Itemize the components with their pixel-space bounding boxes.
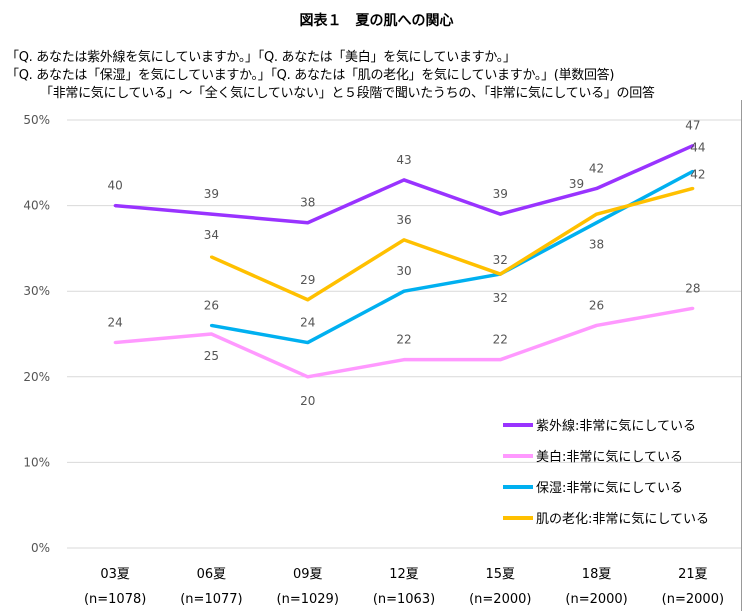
data-label: 44 [690, 140, 705, 154]
legend-label: 紫外線:非常に気にしている [536, 418, 696, 434]
y-tick-label: 30% [23, 284, 50, 298]
data-label: 36 [396, 213, 411, 227]
data-label: 20 [300, 394, 315, 408]
data-label: 42 [589, 161, 604, 175]
x-tick-label: 12夏 [389, 567, 419, 582]
data-label: 32 [493, 253, 508, 267]
data-label: 24 [108, 316, 123, 330]
legend-label: 保湿:非常に気にしている [536, 480, 683, 496]
data-point [113, 204, 117, 208]
data-point [306, 221, 310, 225]
data-label: 40 [108, 179, 123, 193]
data-label: 25 [204, 349, 219, 363]
data-point [209, 323, 213, 327]
legend-label: 美白:非常に気にしている [536, 449, 683, 465]
data-label: 24 [300, 316, 315, 330]
data-label: 26 [204, 298, 219, 312]
question-line-2: 「Q. あなたは「保湿」を気にしていますか。」「Q. あなたは「肌の老化」を気に… [6, 68, 615, 83]
data-label: 34 [204, 228, 219, 242]
data-point [595, 212, 599, 216]
x-tick-sublabel: (n=1029) [277, 592, 339, 607]
data-label: 30 [396, 264, 411, 278]
x-tick-sublabel: (n=2000) [565, 592, 627, 607]
x-tick-label: 03夏 [100, 567, 130, 582]
data-label: 39 [204, 187, 219, 201]
y-tick-label: 50% [23, 113, 50, 127]
data-point [402, 178, 406, 182]
data-point [595, 221, 599, 225]
data-point [691, 306, 695, 310]
data-label: 47 [685, 119, 700, 133]
data-point [402, 238, 406, 242]
y-tick-label: 20% [23, 370, 50, 384]
question-line-1: 「Q. あなたは紫外線を気にしていますか。」「Q. あなたは「美白」を気にしてい… [6, 50, 516, 65]
y-tick-label: 10% [23, 455, 50, 469]
chart-title: 図表１ 夏の肌への関心 [299, 13, 454, 29]
data-label: 32 [493, 291, 508, 305]
data-point [691, 144, 695, 148]
data-label: 39 [493, 187, 508, 201]
data-point [209, 212, 213, 216]
data-point [691, 186, 695, 190]
legend-label: 肌の老化:非常に気にしている [536, 511, 709, 527]
data-point [209, 332, 213, 336]
x-tick-label: 06夏 [197, 567, 227, 582]
x-tick-label: 15夏 [486, 567, 516, 582]
data-label: 38 [589, 238, 604, 252]
x-tick-sublabel: (n=1078) [84, 592, 146, 607]
data-point [595, 186, 599, 190]
data-point [691, 169, 695, 173]
x-tick-sublabel: (n=1077) [180, 592, 242, 607]
data-point [209, 255, 213, 259]
data-label: 42 [690, 167, 705, 181]
series-line-3 [210, 186, 694, 302]
question-line-3: 「非常に気にしている」～「全く気にしていない」と５段階で聞いたうちの、「非常に気… [40, 86, 655, 101]
x-tick-label: 21夏 [678, 567, 708, 582]
data-point [498, 212, 502, 216]
data-label: 22 [396, 333, 411, 347]
series-line-2 [211, 169, 694, 345]
data-label: 39 [569, 177, 584, 191]
data-point [306, 341, 310, 345]
data-label: 38 [300, 196, 315, 210]
y-tick-label: 40% [23, 199, 50, 213]
data-label: 26 [589, 298, 604, 312]
x-tick-sublabel: (n=2000) [469, 592, 531, 607]
y-tick-label: 0% [31, 541, 50, 555]
x-tick-label: 09夏 [293, 567, 323, 582]
data-label: 29 [300, 273, 315, 287]
data-point [595, 323, 599, 327]
x-tick-sublabel: (n=2000) [662, 592, 724, 607]
chart-frame [4, 100, 742, 611]
data-label: 22 [493, 333, 508, 347]
data-point [498, 272, 502, 276]
data-label: 28 [685, 281, 700, 295]
data-point [402, 358, 406, 362]
data-point [306, 298, 310, 302]
data-point [498, 358, 502, 362]
data-point [113, 341, 117, 345]
data-label: 43 [396, 153, 411, 167]
data-point [306, 375, 310, 379]
x-tick-label: 18夏 [582, 567, 612, 582]
x-tick-sublabel: (n=1063) [373, 592, 435, 607]
data-point [402, 289, 406, 293]
